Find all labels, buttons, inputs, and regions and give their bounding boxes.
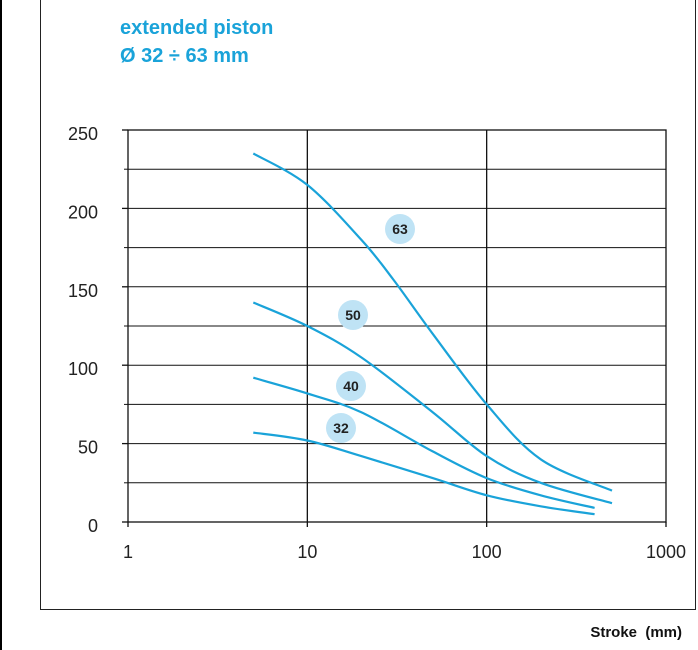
series-line-63: [252, 152, 613, 492]
chart-title-line-2: Ø 32 ÷ 63 mm: [120, 45, 249, 67]
y-tick-label: 150: [68, 281, 98, 301]
series-badge-50: [338, 300, 368, 330]
chart-panel: [40, 0, 696, 610]
x-tick-label: 10: [297, 542, 317, 562]
series-line-32: [253, 431, 595, 516]
chart-title-line-1: extended piston: [120, 17, 274, 39]
page-left-border: [0, 0, 2, 650]
chart-title: extended piston Ø 32 ÷ 63 mm: [120, 14, 273, 70]
y-tick-label: 0: [88, 516, 98, 536]
series-badge-40: [336, 371, 366, 401]
x-tick-label: 1000: [646, 542, 686, 562]
y-tick-label: 200: [68, 202, 98, 222]
series-badge-63: [385, 214, 415, 244]
y-tick-label: 50: [78, 438, 98, 458]
series-badge-label-40: 40: [343, 378, 359, 394]
series-line-40: [252, 376, 595, 509]
x-axis-label: Stroke (mm): [590, 624, 682, 641]
y-tick-label: 250: [68, 124, 98, 144]
series-line-50: [252, 301, 613, 505]
x-tick-label: 1: [123, 542, 133, 562]
series-badge-label-32: 32: [333, 420, 349, 436]
series-badge-32: [326, 413, 356, 443]
x-tick-label: 100: [472, 542, 502, 562]
series-badge-label-63: 63: [392, 221, 408, 237]
series-badge-label-50: 50: [345, 307, 361, 323]
y-tick-label: 100: [68, 359, 98, 379]
